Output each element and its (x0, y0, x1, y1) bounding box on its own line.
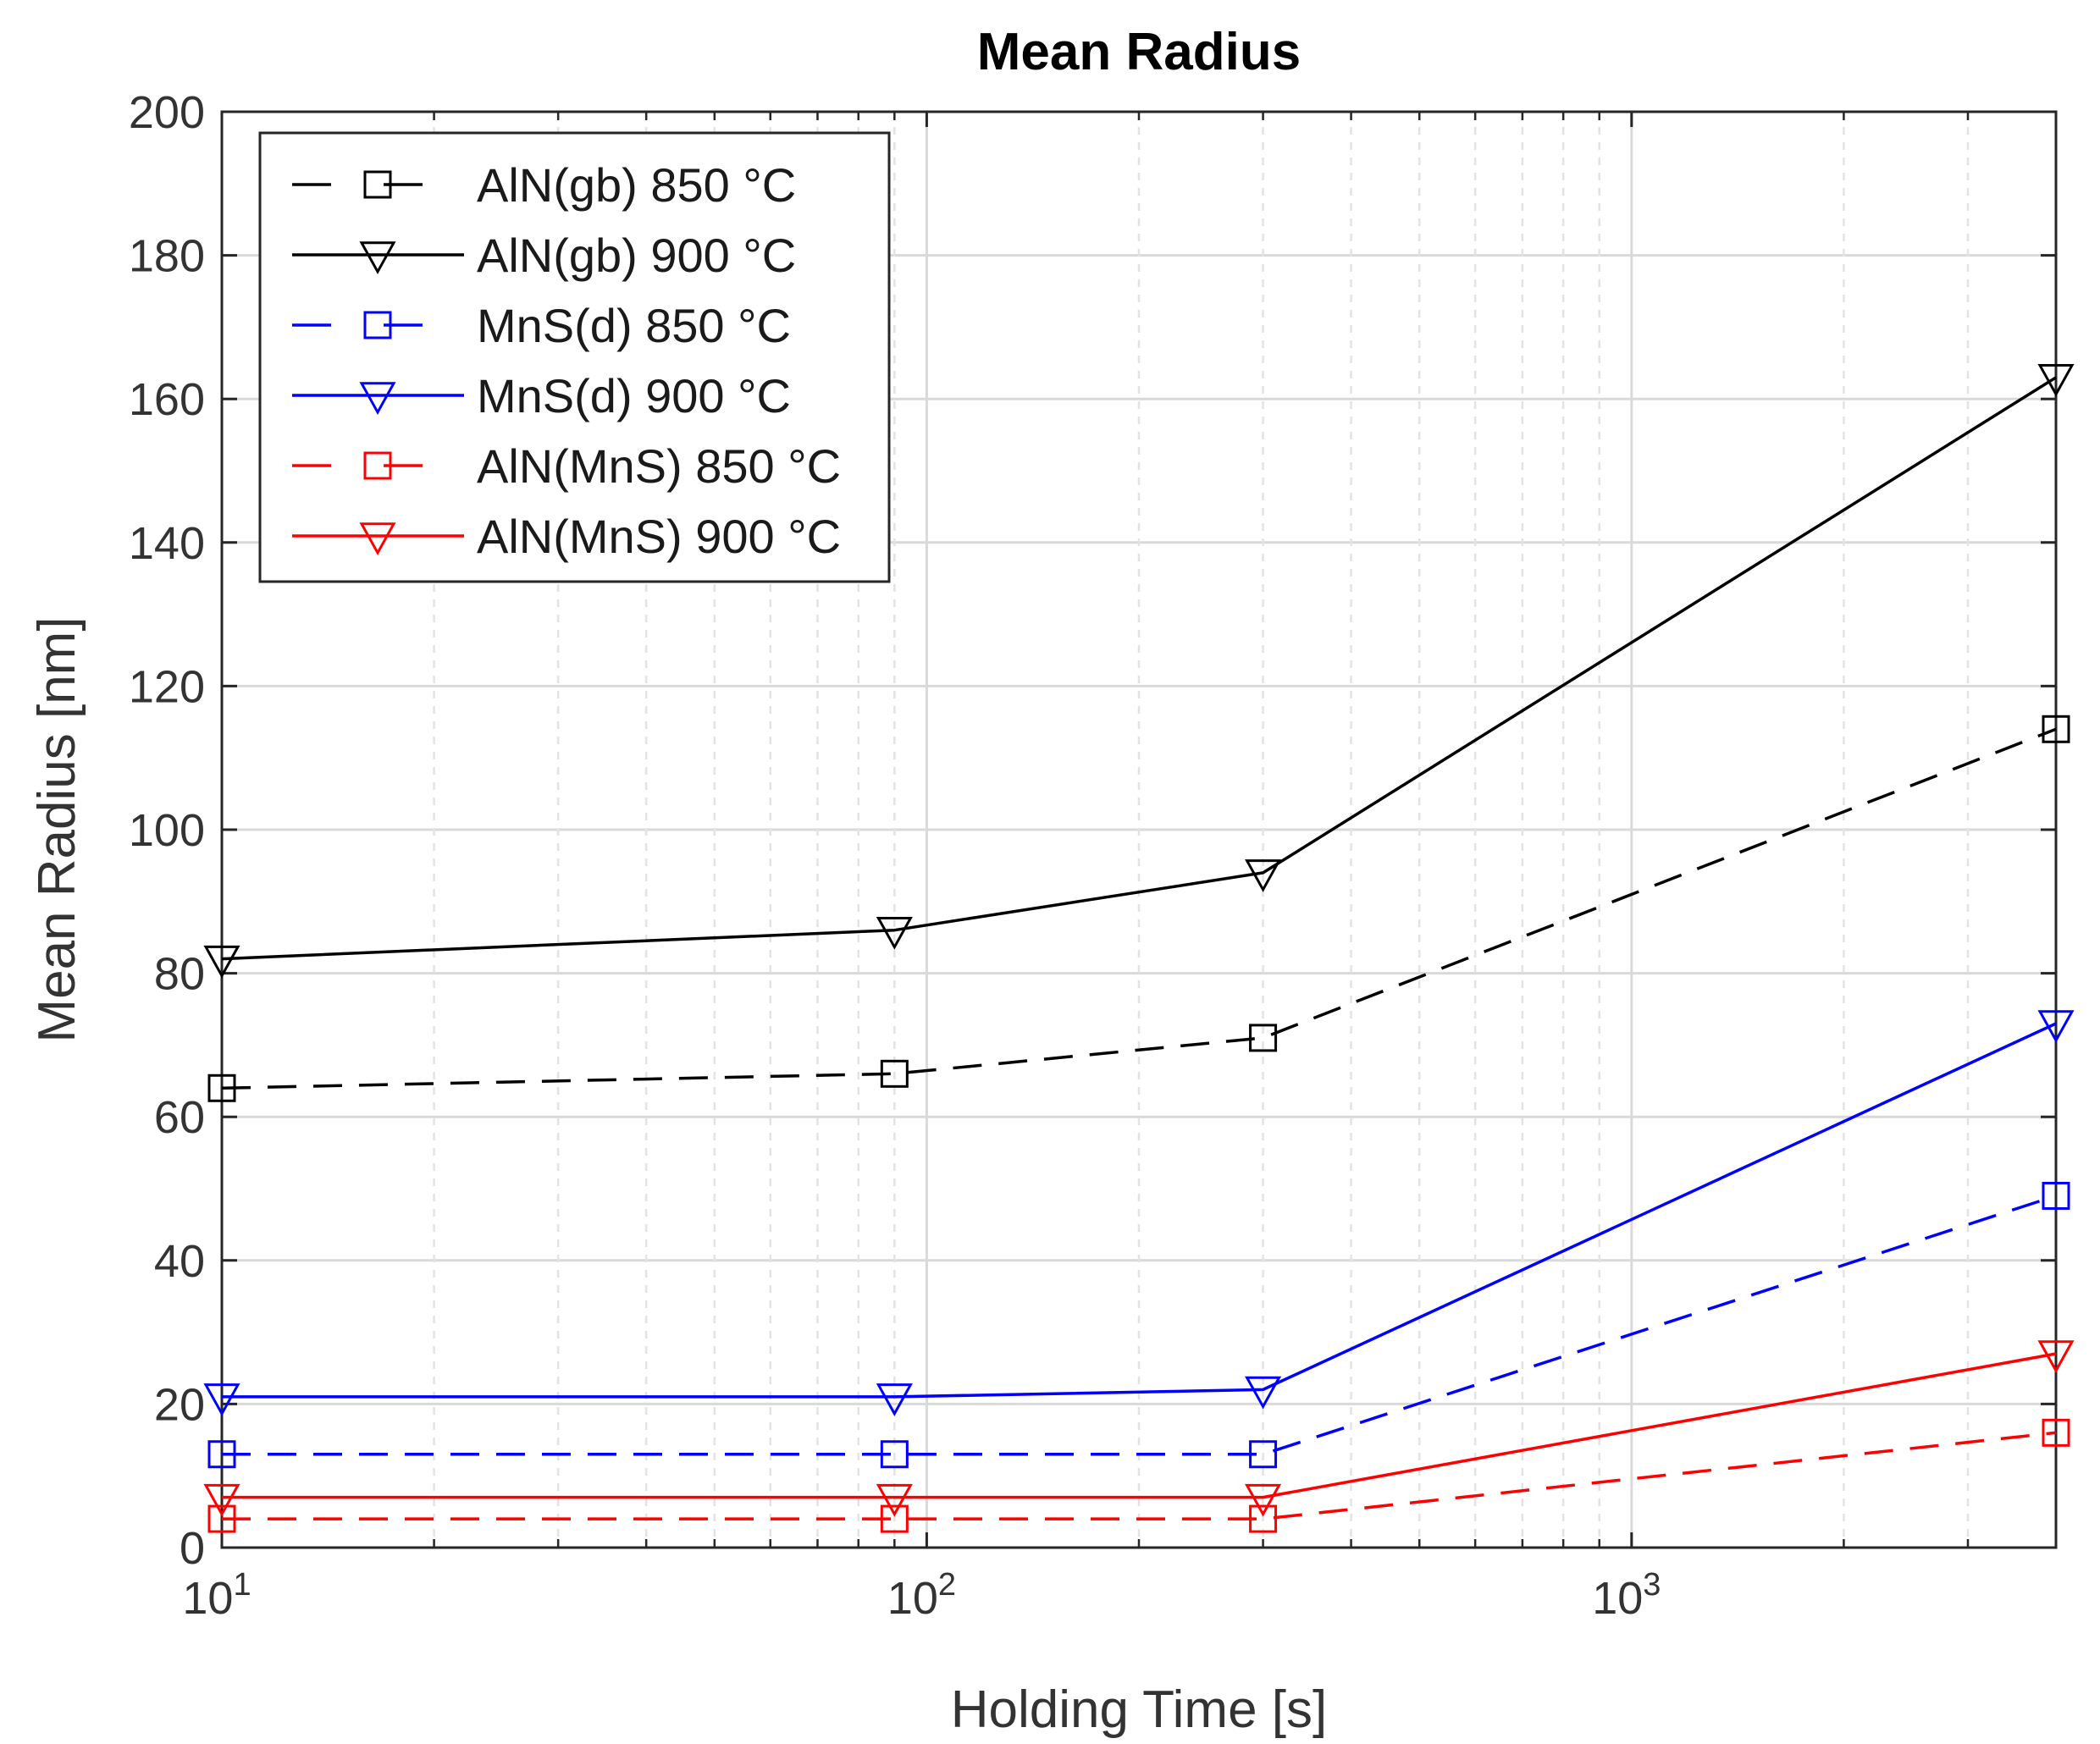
data-point (2042, 715, 2070, 743)
legend-marker (363, 170, 392, 199)
data-point (2037, 1340, 2075, 1374)
legend-marker (359, 382, 396, 416)
data-point (207, 1440, 236, 1469)
data-point (876, 1383, 913, 1416)
series-line (222, 1194, 2057, 1456)
y-tick-label: 60 (154, 1092, 205, 1143)
series-layer (203, 364, 2075, 1533)
series-3 (203, 1010, 2075, 1416)
data-point (207, 1073, 236, 1102)
data-point (1245, 859, 1282, 892)
legend-marker (359, 241, 396, 275)
data-point (1249, 1504, 1278, 1533)
x-tick-base: 10 (887, 1573, 938, 1624)
data-point (876, 916, 913, 950)
series-line (221, 727, 2057, 1090)
legend-label: MnS(d) 900 °C (477, 369, 791, 422)
legend-entry: AlN(MnS) 850 °C (292, 439, 841, 493)
x-axis-label: Holding Time [s] (951, 1681, 1328, 1739)
series-1 (203, 364, 2075, 979)
legend-entry: AlN(gb) 900 °C (292, 229, 796, 282)
x-tick-base: 10 (182, 1573, 233, 1624)
legend-box (258, 131, 891, 583)
data-point (203, 945, 240, 979)
data-point (2042, 1181, 2070, 1210)
y-tick-label: 160 (129, 374, 205, 425)
series-line (222, 1352, 2057, 1499)
legend-entry: MnS(d) 900 °C (292, 369, 791, 422)
series-4 (207, 1418, 2070, 1533)
legend: AlN(gb) 850 °C AlN(gb) 900 °C MnS(d) 850 °… (258, 131, 891, 583)
data-point (2042, 1418, 2070, 1447)
data-point (876, 1483, 913, 1517)
legend-items: AlN(gb) 850 °C AlN(gb) 900 °C MnS(d) 850 °… (292, 158, 841, 563)
legend-entry: AlN(gb) 850 °C (292, 158, 796, 212)
series-line (221, 376, 2057, 961)
legend-label: AlN(gb) 900 °C (477, 229, 796, 282)
series-0 (207, 715, 2070, 1102)
data-point (2037, 1010, 2075, 1043)
legend-label: MnS(d) 850 °C (477, 299, 791, 352)
legend-entry: MnS(d) 850 °C (292, 299, 791, 352)
series-2 (207, 1181, 2070, 1469)
y-tick-label: 80 (154, 949, 205, 1000)
x-tick-exponent: 2 (938, 1567, 956, 1603)
legend-label: AlN(gb) 850 °C (477, 158, 796, 212)
y-tick-label: 140 (129, 518, 205, 569)
x-tick-label: 103 (1592, 1567, 1661, 1624)
y-tick-label: 120 (129, 661, 205, 712)
data-point (880, 1440, 909, 1469)
y-tick-label: 100 (129, 805, 205, 856)
y-axis-label: Mean Radius [nm] (28, 616, 86, 1042)
legend-marker (363, 451, 392, 480)
data-point (203, 1483, 240, 1517)
data-point (1245, 1483, 1282, 1517)
legend-entry: AlN(MnS) 900 °C (292, 510, 841, 563)
data-point (1249, 1440, 1278, 1469)
data-point (1245, 1376, 1282, 1410)
y-tick-label: 40 (154, 1236, 205, 1287)
legend-marker (359, 522, 396, 556)
y-tick-label: 200 (129, 87, 205, 138)
data-point (203, 1383, 240, 1416)
y-tick-label: 0 (180, 1523, 205, 1574)
x-tick-base: 10 (1592, 1573, 1643, 1624)
x-tick-label: 102 (887, 1567, 956, 1624)
legend-marker (363, 311, 392, 339)
data-point (1249, 1024, 1278, 1052)
series-line (222, 1431, 2057, 1520)
legend-label: AlN(MnS) 900 °C (477, 510, 841, 563)
x-tick-label: 101 (182, 1567, 251, 1624)
series-line (222, 1022, 2057, 1399)
data-point (207, 1504, 236, 1533)
legend-label: AlN(MnS) 850 °C (477, 439, 841, 493)
x-tick-exponent: 3 (1643, 1567, 1661, 1603)
x-axis-ticks: 101 102 103 (182, 112, 1970, 1624)
data-point (880, 1059, 909, 1088)
y-tick-label: 20 (154, 1379, 205, 1430)
chart-title: Mean Radius (977, 23, 1301, 81)
data-point (2037, 364, 2075, 397)
series-5 (203, 1340, 2075, 1517)
data-point (880, 1504, 909, 1533)
y-axis-ticks: 0 20 40 60 80 100 120 140 160 180 200 (129, 87, 2056, 1574)
x-tick-exponent: 1 (233, 1567, 251, 1603)
y-tick-label: 180 (129, 231, 205, 282)
